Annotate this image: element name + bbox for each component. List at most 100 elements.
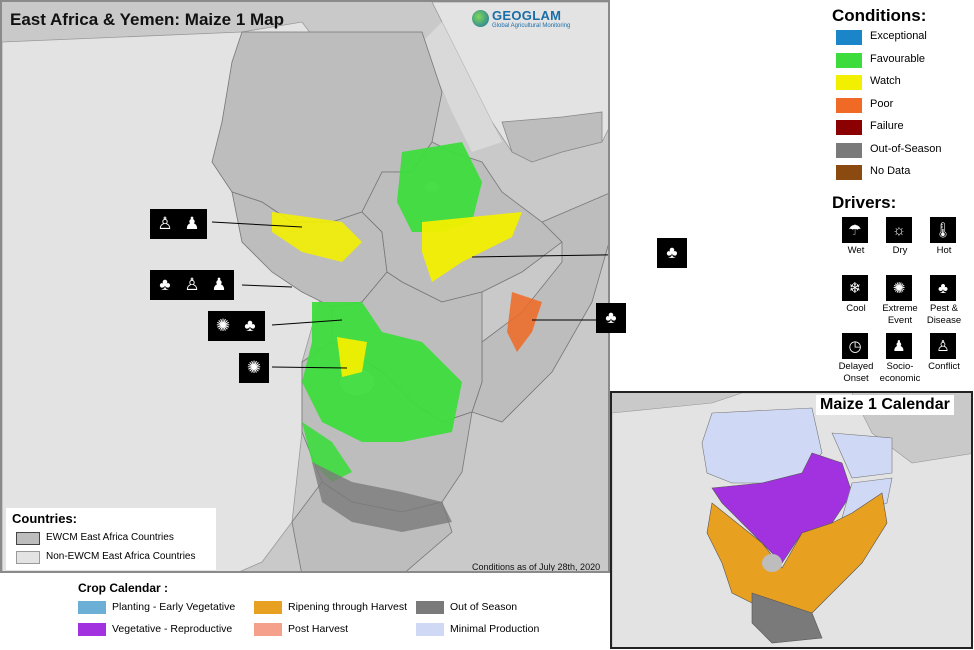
callout-uganda: ✺ ♣: [208, 311, 265, 341]
drivers-title: Drivers:: [832, 193, 897, 212]
callout-tanzania: ✺: [239, 353, 269, 383]
logo-brand: GEOGLAM: [492, 8, 562, 23]
country-swatch: [16, 532, 40, 545]
condition-watch: Watch: [830, 71, 970, 94]
driver-socio-economic: ♟ Socio-economic: [878, 333, 922, 387]
condition-label: Exceptional: [870, 30, 927, 42]
crop-swatch: [78, 601, 106, 614]
crop-swatch: [416, 601, 444, 614]
condition-label: Out-of-Season: [870, 142, 942, 155]
callout-ethiopia: ♣: [657, 238, 687, 268]
condition-swatch: [836, 165, 862, 180]
crop-swatch: [254, 601, 282, 614]
globe-icon: [472, 10, 489, 27]
condition-label: Watch: [870, 75, 901, 87]
condition-swatch: [836, 30, 862, 45]
driver-conflict: ♙ Conflict: [922, 333, 966, 387]
conflict-icon: ♙: [157, 214, 173, 233]
condition-no-data: No Data: [830, 161, 970, 184]
pest-disease-icon: ♣: [244, 316, 256, 335]
drivers-grid: ☂ Wet ☼ Dry 🌡 Hot ❄ Cool ✺ Extreme Event…: [834, 217, 970, 387]
callout-south-sudan-west: ♙ ♟: [150, 209, 207, 239]
conditions-date: Conditions as of July 28th, 2020: [472, 562, 601, 572]
driver-hot: 🌡 Hot: [922, 217, 966, 271]
crop-label: Planting - Early Vegetative: [112, 601, 236, 613]
logo-subtitle: Global Agricultural Monitoring: [492, 23, 571, 29]
condition-swatch: [836, 142, 862, 158]
callout-somalia: ♣: [596, 303, 626, 333]
condition-exceptional: Exceptional: [830, 26, 970, 49]
geoglam-logo: GEOGLAM Global Agricultural Monitoring: [470, 8, 600, 34]
condition-label: Poor: [870, 97, 894, 110]
extreme-event-icon: ✺: [246, 358, 262, 377]
driver-label: Extreme Event: [882, 303, 918, 326]
cool-icon: ❄: [842, 275, 868, 301]
socio-economic-icon: ♟: [211, 275, 227, 294]
crop-calendar-title: Crop Calendar :: [78, 581, 169, 595]
wet-icon: ☂: [842, 217, 868, 243]
conditions-legend: Conditions: Exceptional Favourable Watch…: [830, 6, 970, 184]
map-canvas: [2, 2, 608, 571]
crop-label: Out of Season: [450, 601, 518, 613]
countries-legend: Countries: EWCM East Africa Countries No…: [6, 508, 216, 570]
driver-wet: ☂ Wet: [834, 217, 878, 271]
driver-extreme-event: ✺ Extreme Event: [878, 275, 922, 329]
condition-label: Favourable: [870, 52, 926, 65]
condition-failure: Failure: [830, 116, 970, 139]
socio-economic-icon: ♟: [184, 214, 200, 233]
condition-favourable: Favourable: [830, 49, 970, 72]
drivers-legend: Drivers: ☂ Wet ☼ Dry 🌡 Hot ❄ Cool ✺ Extr…: [830, 193, 970, 384]
driver-label: Delayed Onset: [838, 361, 874, 384]
socio-economic-icon: ♟: [886, 333, 912, 359]
conflict-icon: ♙: [930, 333, 956, 359]
condition-swatch: [836, 75, 862, 90]
callout-south-sudan-south: ♣ ♙ ♟: [150, 270, 234, 300]
crop-label: Ripening through Harvest: [288, 601, 408, 613]
condition-out-of-season: Out-of-Season: [830, 139, 970, 162]
crop-label: Minimal Production: [450, 623, 540, 635]
crop-swatch: [254, 623, 282, 636]
driver-label: Conflict: [928, 361, 960, 372]
condition-label: Failure: [870, 120, 904, 132]
crop-calendar-legend: Crop Calendar : Planting - Early Vegetat…: [74, 579, 614, 649]
condition-poor: Poor: [830, 94, 970, 117]
country-label: EWCM East Africa Countries: [46, 532, 174, 543]
driver-label: Hot: [936, 245, 952, 256]
driver-dry: ☼ Dry: [878, 217, 922, 271]
pest-disease-icon: ♣: [159, 275, 171, 294]
country-swatch: [16, 551, 40, 564]
conflict-icon: ♙: [184, 275, 200, 294]
main-map: East Africa & Yemen: Maize 1 Map GEOGLAM…: [0, 0, 610, 573]
crop-swatch: [78, 623, 106, 636]
driver-label: Dry: [892, 245, 908, 256]
driver-label: Socio-economic: [879, 361, 921, 384]
countries-title: Countries:: [12, 511, 77, 526]
country-label: Non-EWCM East Africa Countries: [46, 551, 196, 562]
delayed-onset-icon: ◷: [842, 333, 868, 359]
map-title: East Africa & Yemen: Maize 1 Map: [10, 10, 284, 29]
hot-icon: 🌡: [930, 217, 956, 243]
inset-title: Maize 1 Calendar: [816, 395, 954, 415]
condition-label: No Data: [870, 165, 911, 177]
calendar-inset-map: Maize 1 Calendar: [610, 391, 973, 649]
driver-delayed-onset: ◷ Delayed Onset: [834, 333, 878, 387]
driver-label: Wet: [847, 245, 865, 256]
crop-swatch: [416, 623, 444, 636]
extreme-event-icon: ✺: [215, 316, 231, 335]
condition-swatch: [836, 52, 862, 68]
condition-swatch: [836, 97, 862, 113]
driver-label: Pest & Disease: [926, 303, 962, 326]
driver-cool: ❄ Cool: [834, 275, 878, 329]
pest-disease-icon: ♣: [666, 243, 678, 262]
pest-disease-icon: ♣: [930, 275, 956, 301]
inset-canvas: [612, 393, 971, 647]
crop-label: Vegetative - Reproductive: [112, 623, 233, 635]
driver-pest-disease: ♣ Pest & Disease: [922, 275, 966, 329]
pest-disease-icon: ♣: [605, 308, 617, 327]
driver-label: Cool: [846, 303, 866, 314]
conditions-title: Conditions:: [832, 6, 927, 25]
dry-icon: ☼: [886, 217, 912, 243]
extreme-event-icon: ✺: [886, 275, 912, 301]
crop-label: Post Harvest: [288, 623, 349, 635]
condition-swatch: [836, 120, 862, 135]
